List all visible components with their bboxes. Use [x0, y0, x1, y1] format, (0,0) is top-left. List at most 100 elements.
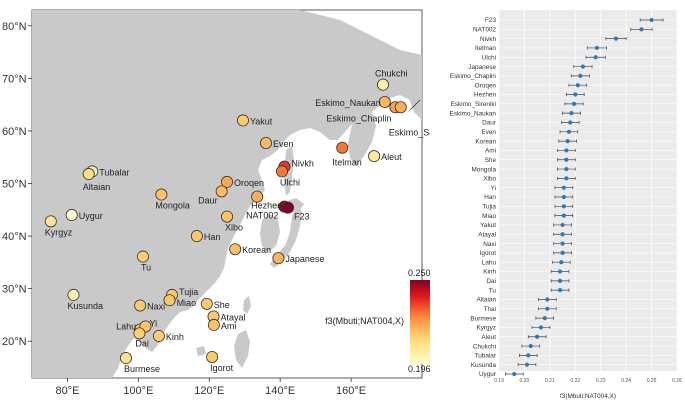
- map-labels: Chukchi Eskimo_Naukan Eskimo_Chaplin Eskimo…: [45, 69, 430, 374]
- forest-category-label: Igorot: [480, 250, 497, 257]
- forest-point-even: [566, 129, 572, 134]
- forest-category-label: Ami: [485, 148, 496, 155]
- forest-point-lahu: [559, 260, 564, 265]
- map-point-dai: [133, 327, 146, 340]
- map-points: [44, 78, 407, 365]
- map-label-ulchi: Ulchi: [280, 177, 300, 187]
- forest-point-mongola: [564, 166, 569, 172]
- map-point-eskimo-naukan: [378, 96, 391, 109]
- forest-category-label: Aleut: [481, 334, 496, 341]
- forest-point-korean: [565, 139, 570, 144]
- map-point-naxi: [134, 299, 147, 312]
- forest-category-label: Tu: [489, 287, 497, 294]
- forest-x-tick-label: 0.22: [570, 378, 580, 384]
- forest-point-she: [564, 157, 569, 162]
- map-label-lahu: Lahu: [116, 322, 136, 332]
- forest-category-label: Tujia: [482, 204, 496, 211]
- forest-point-hezhen: [573, 92, 578, 97]
- legend-max-label: 0.250: [408, 268, 430, 278]
- forest-x-tick-label: 0.19: [494, 378, 504, 384]
- map-label-japanese: Japanese: [285, 254, 324, 264]
- map-point-burmese: [119, 352, 132, 365]
- forest-point-chukchi: [528, 343, 533, 349]
- map-label-igorot: Igorot: [210, 363, 234, 373]
- forest-point-eskimo-naukan: [569, 111, 574, 116]
- map-label-korean: Korean: [242, 245, 271, 255]
- forest-category-label: Kinh: [483, 269, 496, 276]
- forest-x-tick-label: 0.24: [621, 378, 631, 384]
- map-label-han: Han: [204, 232, 221, 242]
- landmass-sakhalin: [284, 146, 294, 196]
- forest-point-yakut: [560, 222, 565, 228]
- map-point-kinh: [152, 329, 165, 342]
- map-point-ulchi: [275, 165, 288, 178]
- landmass-hainan: [196, 346, 206, 356]
- map-label-eskimo-naukan: Eskimo_Naukan: [315, 98, 381, 108]
- legend-colorbar: [410, 280, 430, 364]
- forest-point-altaian: [545, 297, 550, 302]
- map-label-tubalar: Tubalar: [99, 167, 129, 177]
- map-point-korean: [229, 243, 242, 256]
- color-legend: 0.250 0.196 f3(Mbuti;NAT004,X): [325, 268, 430, 374]
- map-label-kyrgyz: Kyrgyz: [45, 227, 73, 237]
- forest-point-naxi: [560, 241, 565, 246]
- forest-category-label: Lahu: [482, 259, 497, 266]
- map-point-japanese: [272, 252, 285, 265]
- map-point-han: [190, 230, 203, 243]
- forest-point-japanese: [580, 64, 586, 69]
- map-y-tick-label: 70°N: [2, 73, 27, 85]
- map-x-axis: 80°E 100°E 120°E 140°E 160°E: [55, 378, 366, 397]
- map-point-aleut: [368, 150, 381, 163]
- forest-grid: [498, 10, 678, 375]
- forest-point-eskimo-sireniki: [571, 101, 577, 106]
- map-point-xibo: [220, 210, 233, 223]
- forest-x-tick-label: 0.23: [596, 378, 606, 384]
- map-label-she: She: [214, 300, 230, 310]
- forest-point-nivkh: [613, 36, 619, 41]
- map-point-tu: [136, 250, 149, 263]
- forest-category-label: Miao: [482, 213, 496, 220]
- forest-category-label: Xibo: [483, 176, 496, 183]
- map-point-ami: [207, 318, 220, 331]
- forest-category-label: NAT002: [473, 27, 496, 34]
- map-label-daur: Daur: [198, 195, 218, 205]
- forest-point-kinh: [557, 269, 563, 274]
- map-label-burmese: Burmese: [124, 364, 160, 374]
- map-label-even: Even: [273, 139, 294, 149]
- map-label-nivkh: Nivkh: [291, 159, 314, 169]
- forest-point-tujia: [561, 204, 566, 209]
- map-point-oroqen: [220, 175, 233, 188]
- map-y-tick-label: 30°N: [2, 284, 27, 296]
- forest-category-label: Korean: [475, 138, 496, 145]
- map-x-tick-label: 140°E: [265, 385, 295, 397]
- forest-category-label: Itelman: [475, 45, 496, 52]
- forest-point-igorot: [560, 250, 565, 255]
- forest-point-atayal: [560, 232, 565, 237]
- forest-category-label: Yakut: [480, 222, 496, 229]
- map-label-uygur: Uygur: [79, 211, 103, 221]
- forest-category-label: Even: [481, 129, 496, 136]
- legend-title: f3(Mbuti;NAT004,X): [325, 316, 404, 326]
- forest-x-tick-label: 0.26: [672, 378, 682, 384]
- forest-category-label: Ulchi: [482, 54, 496, 61]
- map-point-yakut: [236, 114, 249, 127]
- forest-x-tick-label: 0.25: [647, 378, 657, 384]
- map-point-mongola: [155, 188, 168, 201]
- map-point-igorot: [206, 350, 219, 363]
- forest-point-miao: [561, 213, 566, 218]
- map-label-yakut: Yakut: [250, 116, 273, 126]
- map-label-tu: Tu: [141, 263, 151, 273]
- map-label-miao: Miao: [177, 298, 197, 308]
- map-label-tujia: Tujia: [179, 287, 198, 297]
- forest-point-itelman: [594, 45, 600, 51]
- map-point-eskimo-sireniki: [394, 101, 407, 114]
- forest-category-label: She: [485, 157, 497, 164]
- landmass-korea: [260, 214, 280, 252]
- forest-category-label: Mongola: [471, 166, 496, 173]
- forest-point-eskimo-chaplin: [578, 73, 583, 78]
- map-label-eskimo-chaplin: Eskimo_Chaplin: [326, 113, 391, 123]
- forest-point-aleut: [535, 334, 540, 339]
- forest-point-yi: [561, 185, 566, 190]
- map-point-miao: [163, 294, 176, 307]
- forest-category-label: Uygur: [479, 371, 497, 378]
